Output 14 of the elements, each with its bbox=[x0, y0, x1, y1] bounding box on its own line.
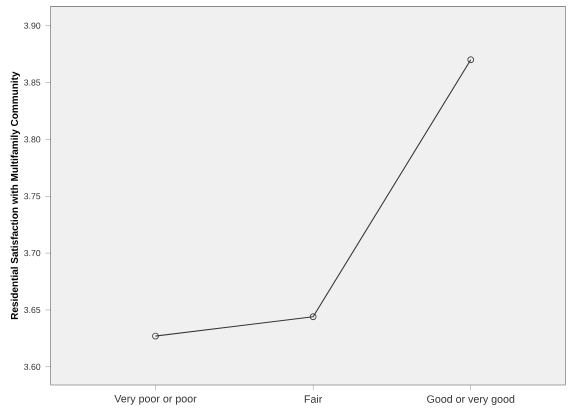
y-tick-label: 3.75 bbox=[24, 193, 40, 200]
point bbox=[467, 56, 474, 64]
y-tick-label: 3.65 bbox=[24, 306, 40, 313]
x-tick-label: Very poor or poor bbox=[114, 395, 196, 405]
y-tick-label: 3.90 bbox=[24, 22, 40, 29]
point bbox=[310, 313, 316, 320]
x-tick-label: Fair bbox=[304, 395, 322, 403]
y-tick-label: 3.70 bbox=[24, 250, 40, 256]
point bbox=[152, 332, 159, 340]
y-tick-label: 3.85 bbox=[24, 79, 40, 86]
y-tick-label: 3.80 bbox=[24, 136, 40, 142]
y-axis-title: Residential Satisfaction with Multifamily Community bbox=[10, 72, 20, 320]
x-tick-label: Good or very good bbox=[427, 395, 514, 405]
y-tick-label: 3.60 bbox=[24, 364, 40, 370]
